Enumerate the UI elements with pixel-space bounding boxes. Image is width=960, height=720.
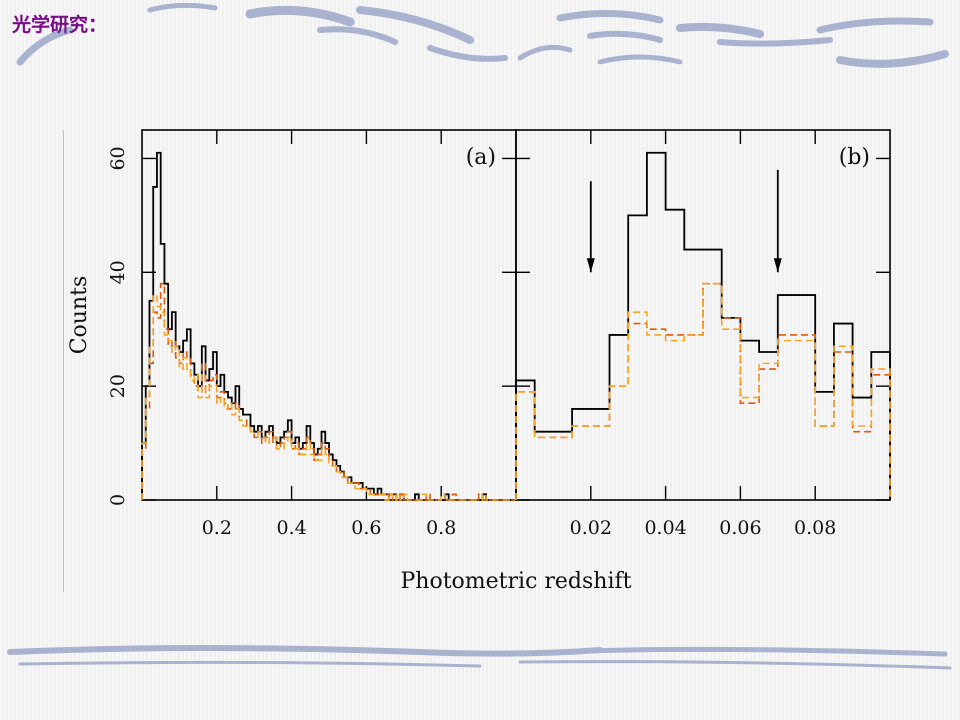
x-tick-label: 0.6: [351, 517, 381, 539]
x-tick-label: 0.06: [719, 517, 761, 539]
x-tick-label: 0.8: [426, 517, 456, 539]
annotation-arrow-head: [586, 258, 595, 273]
y-tick-label: 20: [107, 374, 129, 398]
y-tick-label: 60: [107, 146, 129, 170]
x-axis-title: Photometric redshift: [401, 569, 632, 594]
y-tick-label: 40: [107, 260, 129, 284]
slide-title: 光学研究：: [12, 14, 108, 36]
histogram-series-2-3: [515, 282, 891, 500]
histogram-series-1-2: [141, 282, 516, 501]
panel-label: (b): [839, 145, 870, 170]
x-tick-label: 0.04: [644, 517, 686, 539]
x-tick-label: 0.4: [276, 517, 306, 539]
left-rule: [63, 130, 64, 592]
annotation-arrow-head: [773, 258, 782, 273]
panel-label: (a): [466, 145, 496, 170]
histogram-series-2-1: [515, 151, 891, 500]
histogram-series-1-3: [141, 294, 516, 501]
panel-frame-2: [515, 129, 891, 501]
top-decoration: [16, 2, 949, 68]
x-tick-label: 0.08: [794, 517, 836, 539]
bottom-decoration: [7, 645, 952, 670]
histogram-series-1-1: [141, 151, 516, 501]
x-tick-label: 0.02: [570, 517, 612, 539]
x-tick-label: 0.2: [202, 517, 232, 539]
y-axis-title: Counts: [67, 276, 92, 355]
y-tick-label: 0: [107, 494, 129, 506]
